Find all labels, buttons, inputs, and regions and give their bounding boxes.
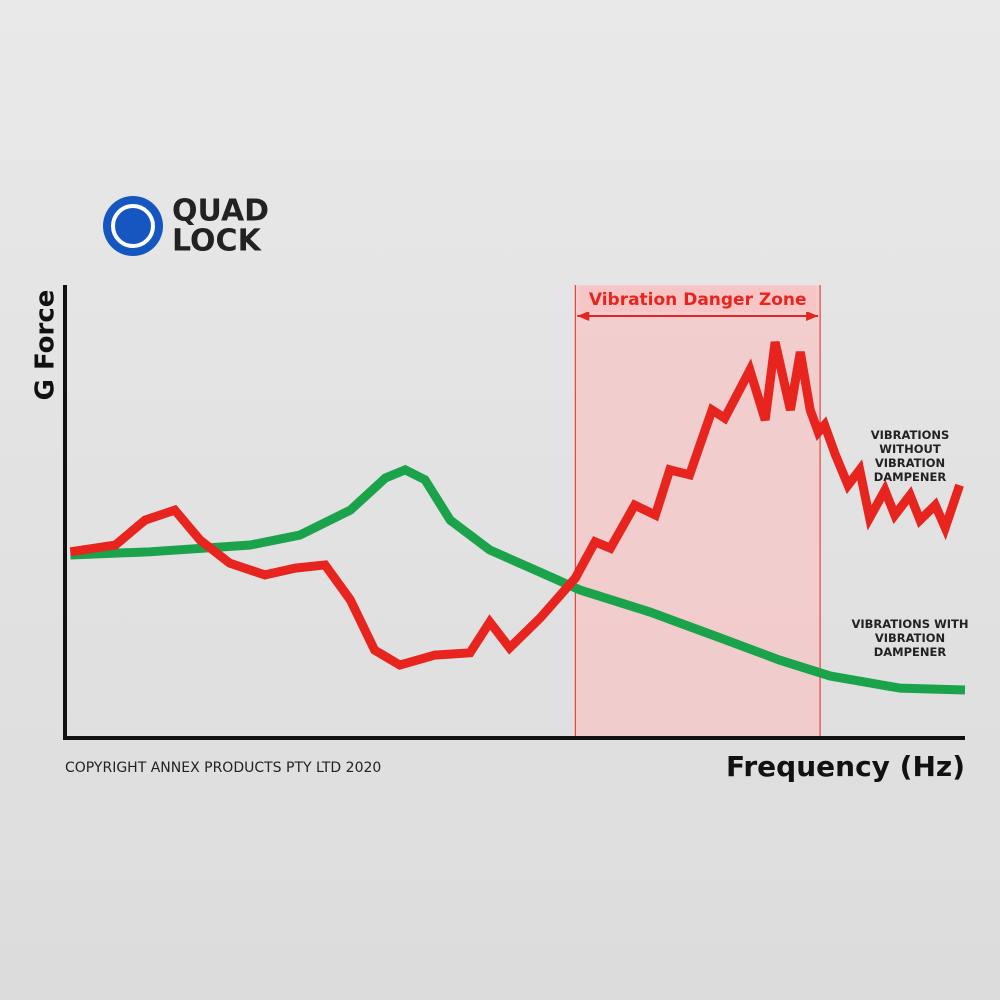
legend-label: VIBRATIONS WITH VIBRATION DAMPENER	[851, 617, 969, 659]
series-line	[69, 341, 964, 670]
zone-label: Vibration Danger Zone	[589, 290, 807, 310]
x-axis-label: Frequency (Hz)	[726, 750, 965, 783]
danger-zone	[575, 285, 821, 738]
logo-text: QUAD	[172, 194, 269, 229]
series-line	[70, 464, 966, 695]
y-axis-label: G Force	[31, 290, 61, 401]
zone-label-bg	[579, 286, 817, 312]
logo-text: LOCK	[172, 224, 263, 259]
legend-label: VIBRATIONS WITHOUT VIBRATION DAMPENER	[870, 428, 950, 484]
logo-icon-ring	[111, 204, 155, 248]
copyright-note: COPYRIGHT ANNEX PRODUCTS PTY LTD 2020	[65, 760, 381, 776]
